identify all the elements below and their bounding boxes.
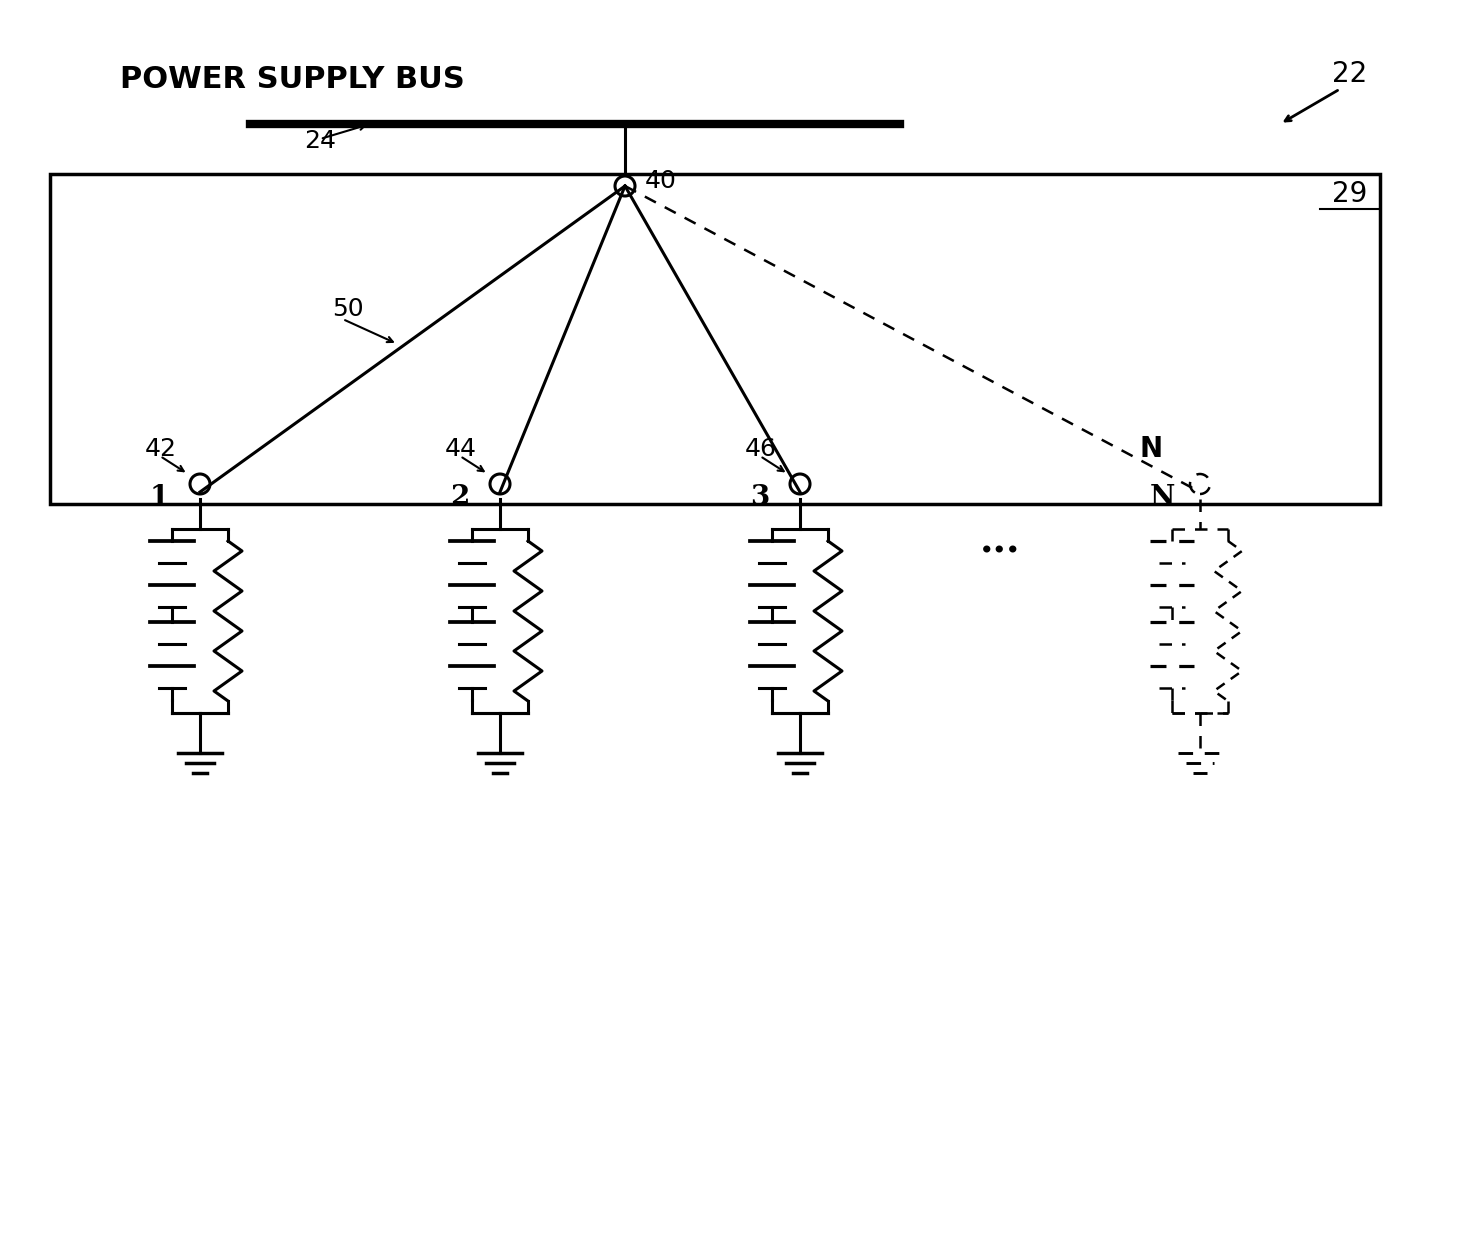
Text: 3: 3 (751, 484, 770, 510)
Text: 29: 29 (1333, 181, 1368, 208)
Text: ...: ... (980, 523, 1020, 561)
Text: 22: 22 (1333, 60, 1368, 88)
Text: 40: 40 (645, 169, 677, 193)
Text: 1: 1 (151, 484, 170, 510)
Text: N: N (1150, 484, 1175, 510)
Text: POWER SUPPLY BUS: POWER SUPPLY BUS (120, 65, 465, 94)
Text: 44: 44 (445, 436, 477, 461)
Text: 42: 42 (145, 436, 177, 461)
Text: 2: 2 (451, 484, 470, 510)
Text: 46: 46 (745, 436, 777, 461)
Text: 50: 50 (332, 297, 364, 321)
Text: N: N (1140, 435, 1163, 463)
Text: 24: 24 (304, 129, 336, 153)
